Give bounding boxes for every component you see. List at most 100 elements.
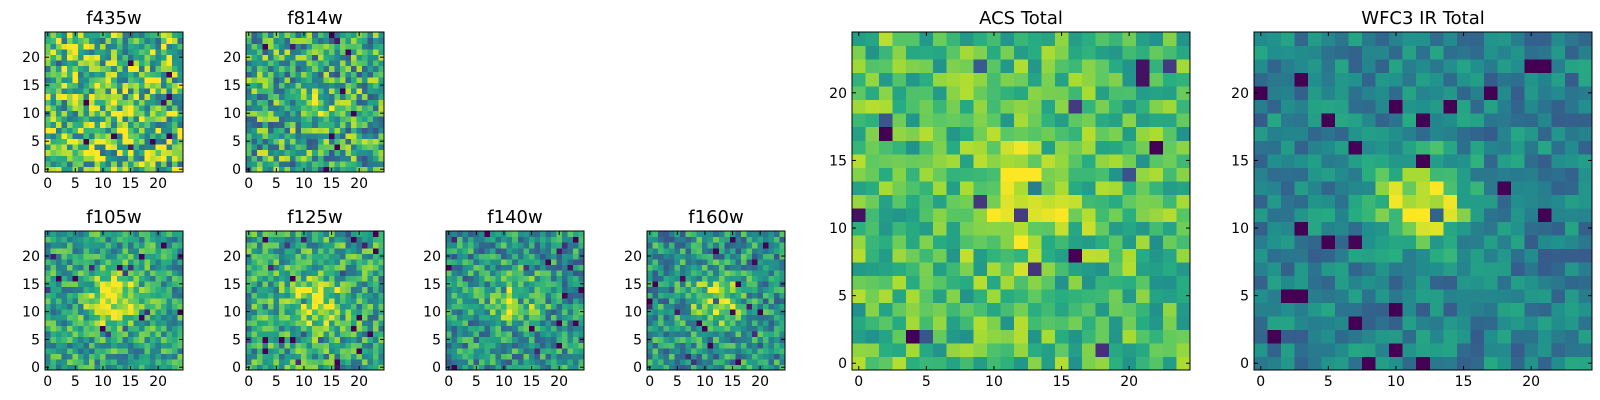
- y-tick-label: 0: [31, 162, 40, 178]
- heatmap-cell: [691, 347, 698, 354]
- heatmap-cell: [367, 104, 374, 111]
- heatmap-cell: [479, 264, 486, 271]
- heatmap-cell: [906, 126, 921, 141]
- heatmap-cell: [78, 110, 85, 117]
- heatmap-cell: [479, 247, 486, 254]
- heatmap-cell: [718, 253, 725, 260]
- heatmap-cell: [177, 93, 184, 100]
- heatmap-cell: [768, 264, 775, 271]
- heatmap-cell: [658, 319, 665, 327]
- heatmap-cell: [652, 264, 659, 271]
- heatmap-cell: [323, 347, 330, 354]
- heatmap-cell: [960, 248, 975, 263]
- heatmap-cell: [177, 342, 184, 349]
- heatmap-cell: [1362, 167, 1377, 182]
- heatmap-cell: [111, 149, 118, 156]
- heatmap-cell: [290, 253, 297, 260]
- heatmap-cell: [284, 314, 291, 321]
- heatmap-cell: [166, 292, 173, 299]
- heatmap-cell: [94, 37, 101, 44]
- heatmap-cell: [1054, 248, 1069, 263]
- heatmap-cell: [729, 353, 736, 360]
- heatmap-cell: [72, 149, 79, 156]
- heatmap-cell: [306, 275, 313, 282]
- heatmap-cell: [317, 71, 324, 78]
- heatmap-cell: [160, 149, 168, 156]
- heatmap-cell: [78, 127, 85, 134]
- heatmap-cell: [647, 331, 654, 338]
- heatmap-cell: [773, 336, 781, 343]
- heatmap-cell: [468, 342, 475, 349]
- heatmap-cell: [987, 261, 1002, 276]
- heatmap-cell: [735, 353, 742, 360]
- heatmap-cell: [160, 144, 168, 151]
- heatmap-cell: [339, 110, 346, 117]
- heatmap-cell: [735, 264, 742, 271]
- heatmap-cell: [1068, 140, 1083, 155]
- heatmap-cell: [729, 347, 736, 354]
- heatmap-cell: [67, 116, 74, 123]
- heatmap-cell: [72, 264, 79, 271]
- heatmap-cell: [356, 138, 363, 145]
- heatmap-cell: [892, 86, 907, 101]
- heatmap-cell: [1068, 356, 1083, 371]
- heatmap-cell: [166, 297, 173, 304]
- heatmap-cell: [268, 132, 275, 139]
- heatmap-cell: [94, 32, 101, 39]
- heatmap-cell: [50, 65, 57, 72]
- heatmap-cell: [312, 144, 319, 151]
- heatmap-cell: [144, 37, 151, 44]
- heatmap-cell: [328, 281, 335, 288]
- heatmap-cell: [61, 303, 68, 310]
- heatmap-cell: [160, 93, 168, 100]
- heatmap-cell: [647, 286, 654, 293]
- heatmap-cell: [105, 258, 112, 265]
- heatmap-cell: [578, 358, 585, 366]
- heatmap-cell: [378, 258, 385, 265]
- heatmap-cell: [735, 303, 742, 310]
- heatmap-cell: [779, 292, 786, 299]
- heatmap-cell: [1041, 248, 1056, 263]
- heatmap-cell: [879, 248, 894, 263]
- heatmap-cell: [268, 149, 275, 156]
- heatmap-cell: [779, 269, 786, 277]
- heatmap-cell: [257, 319, 264, 327]
- heatmap-cell: [378, 319, 385, 327]
- heatmap-cell: [339, 342, 346, 349]
- heatmap-cell: [378, 292, 385, 299]
- heatmap-cell: [122, 48, 129, 55]
- heatmap-cell: [1537, 356, 1553, 371]
- heatmap-cell: [696, 303, 703, 310]
- heatmap-cell: [116, 76, 123, 83]
- heatmap-cell: [713, 314, 720, 321]
- heatmap-cell: [127, 325, 134, 332]
- heatmap-cell: [757, 281, 764, 288]
- heatmap-cell: [72, 37, 79, 44]
- heatmap-cell: [67, 43, 74, 50]
- heatmap-cell: [317, 292, 324, 299]
- heatmap-cell: [1149, 221, 1164, 236]
- heatmap-cell: [122, 149, 129, 156]
- heatmap-cell: [1027, 86, 1042, 101]
- heatmap-cell: [773, 231, 781, 238]
- heatmap-cell: [111, 292, 118, 299]
- heatmap-cell: [149, 258, 156, 265]
- heatmap-cell: [768, 253, 775, 260]
- heatmap-cell: [155, 54, 162, 61]
- heatmap-cell: [735, 342, 742, 349]
- heatmap-cell: [94, 54, 101, 61]
- heatmap-cell: [663, 286, 670, 293]
- heatmap-cell: [166, 155, 173, 162]
- heatmap-cell: [1014, 194, 1029, 209]
- heatmap-cell: [1162, 113, 1178, 128]
- heatmap-cell: [279, 242, 286, 249]
- heatmap-cell: [166, 110, 173, 117]
- heatmap-cell: [746, 253, 753, 260]
- heatmap-cell: [356, 104, 363, 111]
- heatmap-cell: [506, 253, 513, 260]
- heatmap-cell: [306, 93, 313, 100]
- heatmap-cell: [691, 281, 698, 288]
- heatmap-cell: [462, 319, 469, 327]
- heatmap-cell: [973, 140, 988, 155]
- heatmap-cell: [561, 286, 569, 293]
